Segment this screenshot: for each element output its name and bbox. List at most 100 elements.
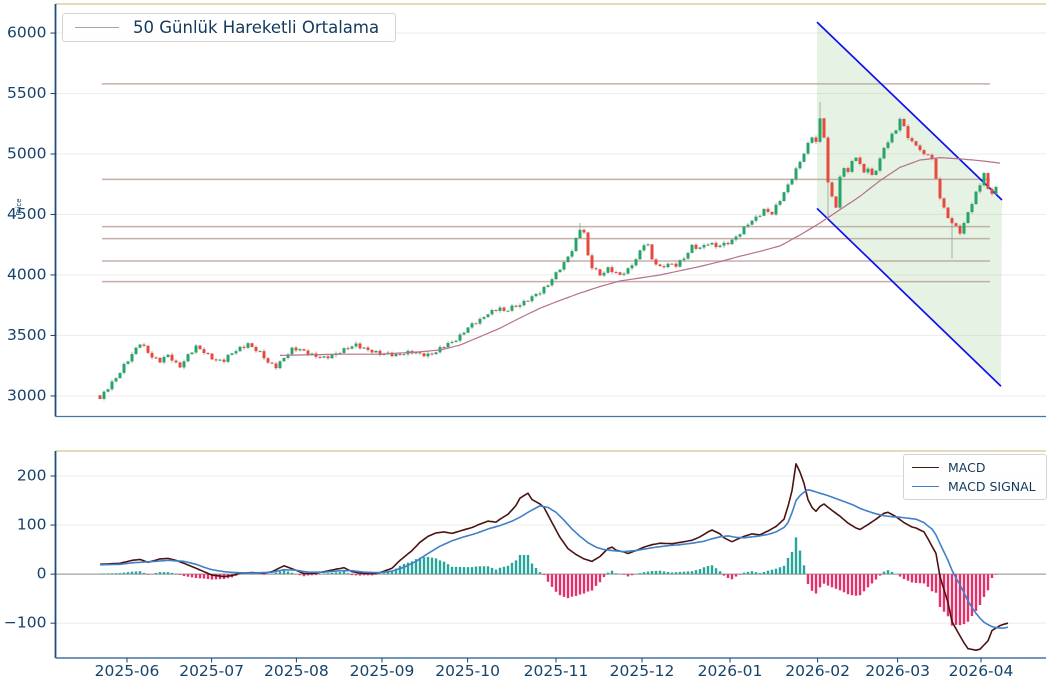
macd-hist-bar-positive bbox=[682, 571, 686, 575]
trend-channel bbox=[816, 21, 1003, 387]
macd-hist-bar-positive bbox=[742, 572, 746, 575]
macd-hist-bar-negative bbox=[906, 574, 910, 581]
candle bbox=[122, 363, 126, 373]
x-tick-label: 2026-02 bbox=[785, 662, 850, 680]
x-tick-label: 2025-11 bbox=[524, 662, 589, 680]
candle bbox=[318, 356, 322, 358]
macd-hist-bar-negative bbox=[966, 574, 970, 622]
candle bbox=[346, 348, 350, 350]
macd-signal-legend-label: MACD SIGNAL bbox=[948, 479, 1036, 494]
macd-hist-bar-positive bbox=[106, 573, 110, 575]
macd-hist-bar-positive bbox=[482, 566, 486, 575]
candle bbox=[238, 346, 242, 352]
candle bbox=[662, 266, 666, 268]
macd-hist-bar-negative bbox=[350, 574, 354, 576]
macd-hist-bar-positive bbox=[406, 562, 410, 575]
macd-hist-bar-positive bbox=[782, 565, 786, 575]
candle bbox=[766, 208, 770, 212]
candle bbox=[478, 318, 482, 324]
price-y-tick-label: 6000 bbox=[7, 24, 46, 42]
macd-hist-bar-positive bbox=[154, 572, 158, 575]
price-y-tick-label: 4500 bbox=[7, 205, 46, 223]
macd-hist-bar-positive bbox=[694, 570, 698, 575]
candle bbox=[514, 305, 518, 307]
macd-y-tick-label: 200 bbox=[17, 467, 47, 485]
candle bbox=[422, 353, 426, 357]
candle bbox=[486, 314, 490, 318]
candle bbox=[898, 118, 902, 131]
candle bbox=[266, 358, 270, 363]
macd-lines bbox=[99, 463, 1009, 651]
macd-hist-bar-positive bbox=[134, 571, 138, 575]
channel-upper-line bbox=[816, 21, 1003, 201]
macd-hist-bar-negative bbox=[834, 574, 838, 589]
macd-hist-bar-negative bbox=[946, 574, 950, 617]
candle bbox=[330, 355, 334, 359]
candle bbox=[562, 262, 566, 270]
candle bbox=[550, 279, 554, 286]
candle bbox=[658, 264, 662, 267]
candle bbox=[190, 352, 194, 355]
candle bbox=[710, 242, 714, 245]
macd-hist-bar-positive bbox=[662, 571, 666, 575]
macd-hist-bar-negative bbox=[594, 574, 598, 586]
macd-hist-bar-negative bbox=[826, 574, 830, 586]
macd-hist-bar-negative bbox=[974, 574, 978, 611]
candle bbox=[718, 245, 722, 248]
candle bbox=[922, 150, 926, 155]
macd-hist-bar-negative bbox=[962, 574, 966, 625]
macd-hist-bar-positive bbox=[710, 565, 714, 575]
macd-hist-bar-positive bbox=[278, 571, 282, 575]
macd-hist-bar-negative bbox=[574, 574, 578, 596]
candle bbox=[526, 300, 530, 302]
candle bbox=[854, 157, 858, 161]
candle bbox=[622, 273, 626, 275]
candle bbox=[810, 137, 814, 143]
candle bbox=[610, 267, 614, 273]
macd-hist-bar-positive bbox=[754, 572, 758, 575]
macd-hist-bar-negative bbox=[850, 574, 854, 596]
macd-hist-bar-positive bbox=[502, 566, 506, 575]
price-y-tick-label: 3000 bbox=[7, 386, 46, 404]
macd-hist-bar-positive bbox=[442, 561, 446, 575]
candle bbox=[782, 192, 786, 202]
candle bbox=[170, 354, 174, 361]
macd-hist-bar-positive bbox=[274, 572, 278, 575]
candle bbox=[494, 310, 498, 312]
macd-hist-bar-negative bbox=[198, 574, 202, 579]
candle bbox=[726, 242, 730, 245]
candle bbox=[830, 182, 834, 197]
macd-hist-bar-positive bbox=[698, 569, 702, 575]
macd-hist-bar-positive bbox=[102, 573, 106, 575]
macd-hist-bar-negative bbox=[542, 574, 546, 575]
ma50-legend-line-icon bbox=[75, 27, 119, 28]
macd-hist-bar-negative bbox=[562, 574, 566, 597]
macd-hist-bar-negative bbox=[858, 574, 862, 596]
macd-hist-bar-negative bbox=[370, 574, 374, 576]
candle bbox=[530, 296, 534, 302]
macd-hist-bar-positive bbox=[326, 573, 330, 575]
macd-hist-bar-negative bbox=[210, 574, 214, 580]
macd-hist-bar-positive bbox=[514, 560, 518, 575]
macd-hist-bar-positive bbox=[510, 562, 514, 575]
candle bbox=[606, 267, 610, 273]
candle bbox=[522, 300, 526, 306]
macd-hist-bar-positive bbox=[462, 567, 466, 575]
candle bbox=[558, 269, 562, 273]
support-resistance-lines bbox=[102, 83, 990, 283]
macd-hist-bar-positive bbox=[330, 572, 334, 575]
candle bbox=[914, 141, 918, 146]
macd-hist-bar-negative bbox=[874, 574, 878, 580]
macd-hist-bar-positive bbox=[702, 567, 706, 575]
macd-hist-bar-negative bbox=[910, 574, 914, 583]
price-y-tick-label: 5500 bbox=[7, 84, 46, 102]
macd-hist-bar-negative bbox=[722, 574, 726, 576]
candle bbox=[370, 350, 374, 353]
macd-hist-bar-positive bbox=[114, 573, 118, 575]
candle bbox=[474, 323, 478, 325]
macd-hist-bar-negative bbox=[930, 574, 934, 592]
candle bbox=[730, 239, 734, 245]
candle bbox=[142, 344, 146, 346]
candle bbox=[366, 347, 370, 351]
